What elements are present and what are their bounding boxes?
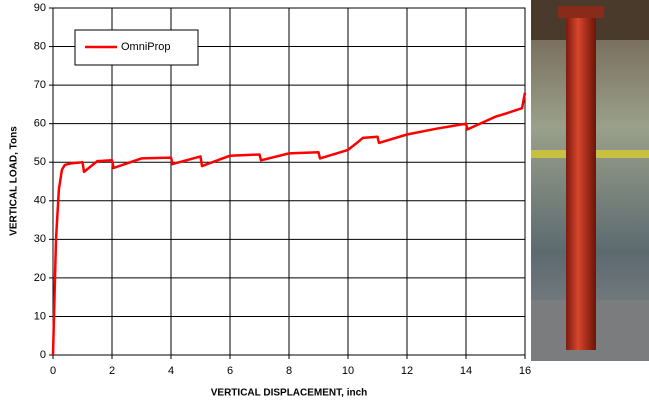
- legend-label: OmniProp: [121, 41, 171, 53]
- x-tick-label: 6: [227, 365, 233, 377]
- data-line: [51, 92, 527, 356]
- x-tick-label: 4: [168, 365, 174, 377]
- y-tick-label: 70: [34, 79, 46, 91]
- photo-prop: [566, 10, 596, 350]
- y-tick-label: 10: [34, 310, 46, 322]
- y-axis-title: VERTICAL LOAD, Tons: [9, 126, 20, 236]
- x-tick-label: 10: [342, 365, 354, 377]
- y-tick-label: 40: [34, 195, 46, 207]
- y-tick-label: 80: [34, 40, 46, 52]
- x-tick-label: 0: [50, 365, 56, 377]
- x-axis-title: VERTICAL DISPLACEMENT, inch: [211, 388, 368, 399]
- x-tick-label: 12: [401, 365, 413, 377]
- x-tick-label: 2: [109, 365, 115, 377]
- y-tick-label: 20: [34, 272, 46, 284]
- x-tick-label: 14: [460, 365, 472, 377]
- y-tick-label: 50: [34, 156, 46, 168]
- x-tick-label: 16: [519, 365, 531, 377]
- x-tick-label: 8: [286, 365, 292, 377]
- photo: [531, 0, 649, 361]
- photo-prop-head: [558, 6, 604, 18]
- y-tick-label: 0: [40, 349, 46, 361]
- y-tick-label: 60: [34, 118, 46, 130]
- y-tick-label: 30: [34, 233, 46, 245]
- y-tick-label: 90: [34, 2, 46, 14]
